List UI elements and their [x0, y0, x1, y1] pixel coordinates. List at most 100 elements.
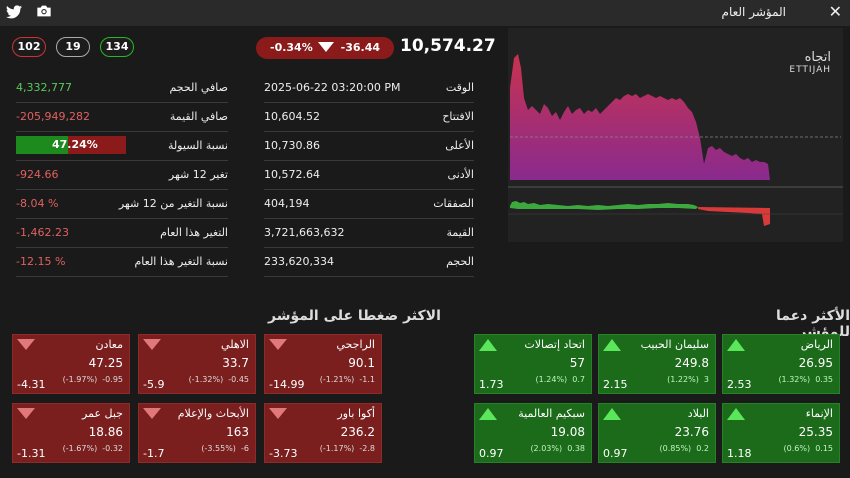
stat-label: الأدنى: [447, 168, 474, 181]
flow-area-positive: [510, 201, 698, 210]
stock-name: الاهلي: [221, 338, 249, 351]
stock-price: 19.08: [550, 425, 585, 439]
index-contribution: 2.53: [727, 378, 752, 391]
logo-english: ETTIJAH: [789, 65, 831, 75]
stock-name: الرياض: [800, 338, 833, 351]
stock-change: (0.85%) 0.2: [660, 444, 709, 453]
down-triangle-icon: [269, 408, 287, 419]
stock-change-abs: 0.35: [815, 375, 833, 384]
stat-value: -1,462.23: [16, 226, 69, 239]
stock-change: (1.22%) 3: [667, 375, 709, 384]
stock-change-pct: (2.03%): [530, 444, 563, 453]
stat-label: نسبة التغير هذا العام: [134, 255, 228, 268]
stock-change: (1.32%) 0.35: [778, 375, 833, 384]
stock-change-pct: (-1.21%): [319, 375, 355, 384]
stat-row: الوقت 2025-06-22 03:20:00 PM: [264, 74, 474, 103]
stat-label: الافتتاح: [442, 110, 474, 123]
stock-change: (-3.55%) -6: [201, 444, 249, 453]
index-contribution: -1.7: [143, 447, 165, 460]
up-triangle-icon: [479, 339, 497, 351]
stock-price: 249.8: [674, 356, 709, 370]
stock-price: 90.1: [348, 356, 375, 370]
stat-label: نسبة السيولة: [167, 139, 228, 152]
pressure-section-title: الاكثر ضغطا على المؤشر: [268, 308, 441, 324]
stock-change-abs: 3: [703, 375, 709, 384]
stock-card[interactable]: الأبحاث والإعلام 163 (-3.55%) -6 -1.7: [138, 403, 256, 463]
stock-change-pct: (-1.17%): [319, 444, 355, 453]
stock-card[interactable]: سليمان الحبيب 249.8 (1.22%) 3 2.15: [598, 334, 716, 394]
down-triangle-icon: [17, 339, 35, 350]
close-icon[interactable]: ✕: [828, 2, 842, 21]
index-contribution: -14.99: [269, 378, 305, 391]
window-title: المؤشر العام: [721, 5, 786, 19]
stat-value: 10,604.52: [264, 110, 320, 123]
stock-price: 18.86: [88, 425, 123, 439]
stat-label: نسبة التغير من 12 شهر: [118, 197, 228, 210]
stock-price: 236.2: [340, 425, 375, 439]
stock-change: (1.24%) 0.7: [536, 375, 585, 384]
stock-change-abs: -6: [241, 444, 249, 453]
stock-change-pct: (1.32%): [778, 375, 811, 384]
liquidity-bar-fill: [16, 136, 68, 154]
liquidity-value: 47.24%: [52, 138, 98, 151]
stock-price: 25.35: [798, 425, 833, 439]
stock-card[interactable]: أكوا باور 236.2 (-1.17%) -2.8 -3.73: [264, 403, 382, 463]
stock-change: (-1.67%) -0.32: [63, 444, 123, 453]
stock-change-pct: (0.6%): [783, 444, 811, 453]
stat-value: 2025-06-22 03:20:00 PM: [264, 81, 401, 94]
stat-row: القيمة 3,721,663,632: [264, 219, 474, 248]
stock-name: سليمان الحبيب: [640, 338, 709, 351]
stock-price: 47.25: [88, 356, 123, 370]
stock-card[interactable]: سبكيم العالمية 19.08 (2.03%) 0.38 0.97: [474, 403, 592, 463]
stock-card[interactable]: الاهلي 33.7 (-1.32%) -0.45 -5.9: [138, 334, 256, 394]
stat-value: 3,721,663,632: [264, 226, 345, 239]
index-contribution: -5.9: [143, 378, 165, 391]
stat-value: 10,572.64: [264, 168, 320, 181]
price-area: [510, 54, 770, 180]
stat-label: صافي الحجم: [169, 81, 228, 94]
stat-label: الصفقات: [433, 197, 474, 210]
stock-card[interactable]: اتحاد إتصالات 57 (1.24%) 0.7 1.73: [474, 334, 592, 394]
stock-change-pct: (-3.55%): [201, 444, 236, 453]
stat-row: الأعلى 10,730.86: [264, 132, 474, 161]
stock-name: جبل عمر: [82, 407, 123, 420]
index-contribution: 2.15: [603, 378, 628, 391]
index-contribution: 1.18: [727, 447, 752, 460]
intraday-chart[interactable]: اتجاه ETTIJAH: [508, 28, 843, 242]
declines-badge: 102: [12, 37, 46, 57]
twitter-icon[interactable]: [6, 5, 22, 19]
down-triangle-icon: [269, 339, 287, 350]
liquidity-bar: 47.24%: [16, 136, 126, 154]
index-contribution: -3.73: [269, 447, 298, 460]
up-triangle-icon: [603, 339, 621, 351]
ettijah-logo: اتجاه ETTIJAH: [789, 50, 831, 75]
stat-label: القيمة: [446, 226, 474, 239]
stat-row: نسبة السيولة 47.24%: [16, 132, 228, 161]
camera-icon[interactable]: [36, 4, 52, 18]
stat-row: الأدنى 10,572.64: [264, 161, 474, 190]
down-triangle-icon: [143, 408, 161, 419]
stock-change-abs: -0.45: [228, 375, 249, 384]
stock-change-abs: 0.15: [815, 444, 833, 453]
unchanged-badge: 19: [56, 37, 90, 57]
stock-change-pct: (0.85%): [659, 444, 692, 453]
stock-change-abs: -2.8: [359, 444, 375, 453]
intraday-chart-svg: [508, 54, 843, 226]
stock-change: (-1.17%) -2.8: [320, 444, 375, 453]
stock-card[interactable]: جبل عمر 18.86 (-1.67%) -0.32 -1.31: [12, 403, 130, 463]
stock-card[interactable]: الراجحي 90.1 (-1.21%) -1.1 -14.99: [264, 334, 382, 394]
stat-row: صافي الحجم 4,332,777: [16, 74, 228, 103]
stock-change: (0.6%) 0.15: [784, 444, 833, 453]
stock-change: (-1.21%) -1.1: [320, 375, 375, 384]
stock-card[interactable]: البلاد 23.76 (0.85%) 0.2 0.97: [598, 403, 716, 463]
stat-label: التغير هذا العام: [160, 226, 228, 239]
stock-card[interactable]: معادن 47.25 (-1.97%) -0.95 -4.31: [12, 334, 130, 394]
stock-change-abs: -0.32: [102, 444, 123, 453]
index-change-pct: -0.34%: [270, 41, 313, 54]
stock-card[interactable]: الرياض 26.95 (1.32%) 0.35 2.53: [722, 334, 840, 394]
stock-card[interactable]: الإنماء 25.35 (0.6%) 0.15 1.18: [722, 403, 840, 463]
index-contribution: 0.97: [603, 447, 628, 460]
stock-change-abs: 0.38: [567, 444, 585, 453]
index-contribution: -4.31: [17, 378, 46, 391]
stock-price: 23.76: [674, 425, 709, 439]
